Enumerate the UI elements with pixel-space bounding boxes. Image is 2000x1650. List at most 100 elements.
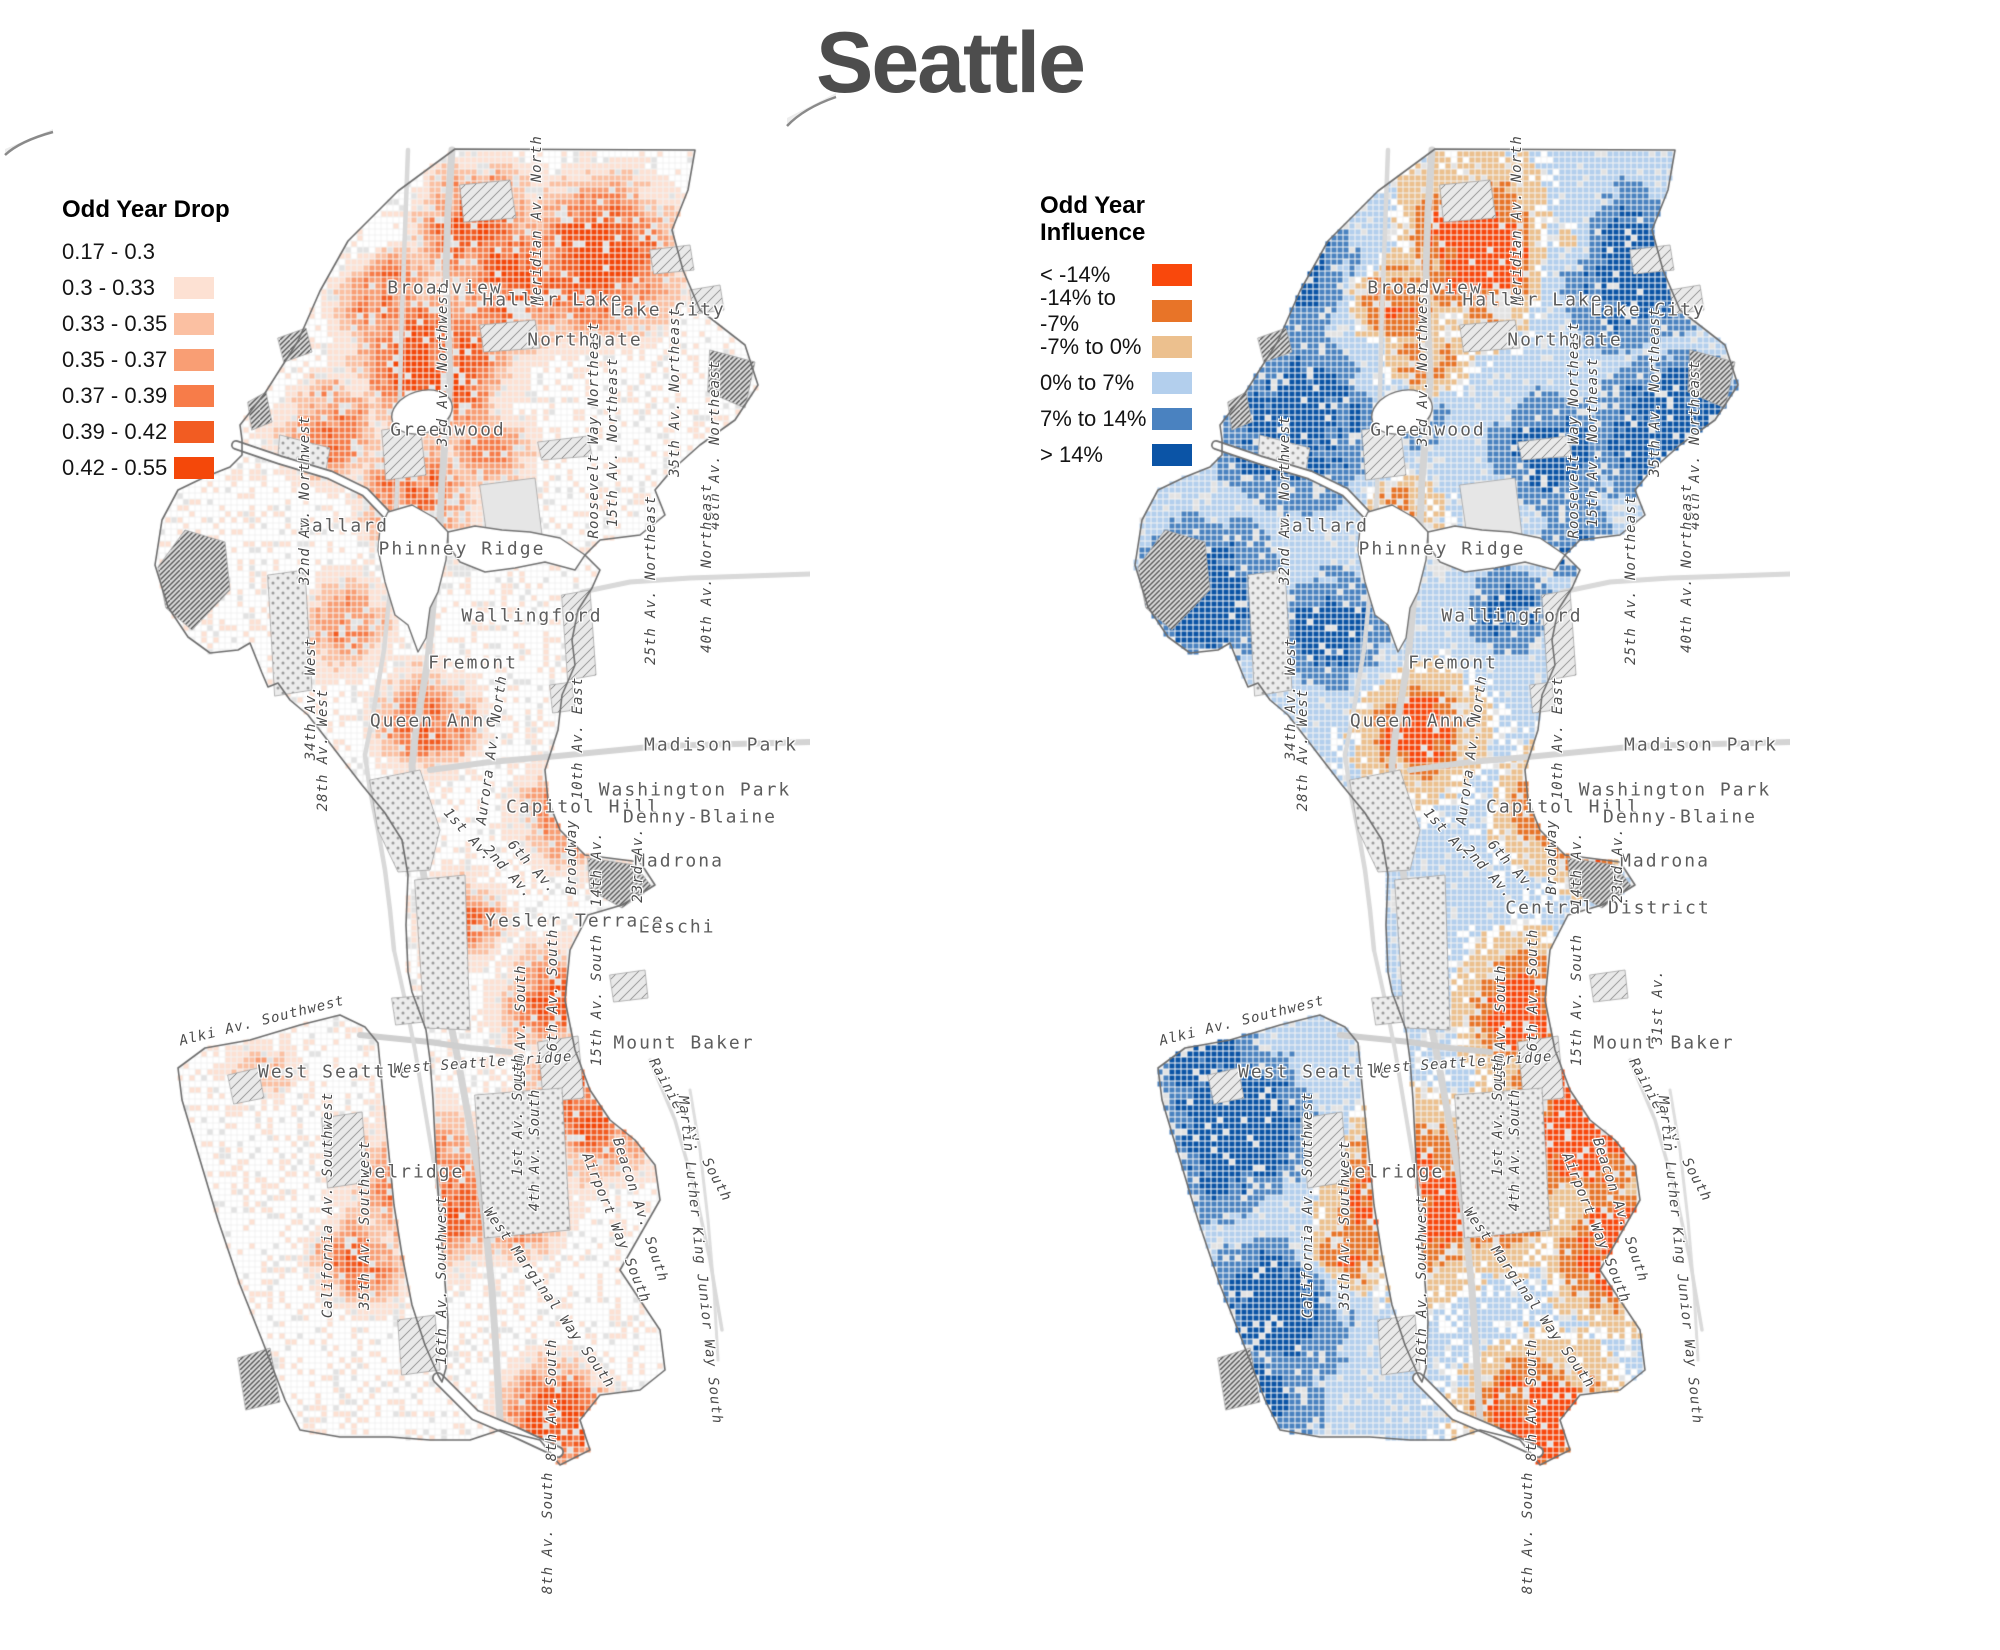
neighborhood-label: Madison Park	[643, 734, 799, 756]
neighborhood-label: Broadview	[387, 277, 503, 299]
legend-item: -7% to 0%	[1040, 329, 1280, 365]
street-label: 1st Av. South	[1490, 1053, 1506, 1177]
legend-item: 0.37 - 0.39	[62, 378, 302, 414]
neighborhood-label: Capitol Hill	[505, 796, 661, 818]
neighborhood-label: Ballard	[1279, 515, 1369, 537]
map-labels-layer: Broadview Haller Lake Lake City Northgate Gr…	[1110, 130, 1790, 1605]
neighborhood-label: Delridge	[1341, 1161, 1445, 1183]
neighborhood-label: Madrona	[634, 850, 724, 872]
street-label: 23rd Av.	[630, 827, 646, 903]
legend-swatch	[174, 241, 214, 263]
choropleth-canvas-odd-year-influence	[1110, 130, 1790, 1605]
legend-title: Odd Year Drop	[62, 196, 230, 223]
neighborhood-label: Denny-Blaine	[622, 806, 778, 828]
map-panel-odd-year-influence: Broadview Haller Lake Lake City Northgate Gr…	[1110, 130, 1790, 1605]
neighborhood-label: Haller Lake	[482, 289, 624, 311]
legend-item: 0.33 - 0.35	[62, 306, 302, 342]
legend-item-label: 7% to 14%	[1040, 406, 1147, 431]
street-label: Alki Av. Southwest	[177, 992, 347, 1050]
legend-item-label: 0.37 - 0.39	[62, 383, 168, 408]
legend-swatch	[1152, 408, 1192, 430]
street-label: 10th Av. East	[1550, 676, 1566, 800]
street-label: 3rd Av. Northwest	[1415, 285, 1431, 447]
legend-item-label: 0.33 - 0.35	[62, 311, 168, 336]
street-label: 16th Av. Southwest	[434, 1195, 450, 1365]
street-label: Beacon Av. South	[609, 1135, 671, 1285]
page-title: Seattle	[815, 15, 1086, 111]
neighborhood-label: West Seattle	[257, 1061, 413, 1083]
legend-swatch	[1152, 264, 1192, 286]
street-label: 14th Av.	[589, 831, 605, 907]
neighborhood-label: Fremont	[428, 652, 518, 674]
neighborhood-label: Greenwood	[390, 419, 506, 441]
legend-item-label: 0.35 - 0.37	[62, 347, 168, 372]
street-label: 1st Av. South	[510, 1053, 526, 1177]
neighborhood-label: Broadview	[1367, 277, 1483, 299]
legend-item: 0.35 - 0.37	[62, 342, 302, 378]
street-label: 6th Av. South	[1525, 928, 1541, 1052]
street-label: California Av. Southwest	[320, 1091, 336, 1319]
street-label: Aurora Av. North	[473, 674, 511, 826]
legend-swatch	[174, 277, 214, 299]
neighborhood-label: Leschi	[638, 916, 716, 938]
legend-item: 0.42 - 0.55	[62, 450, 302, 486]
street-label: 4th Av. South	[527, 1088, 543, 1212]
neighborhood-label: Washington Park	[1578, 779, 1772, 801]
street-label: 15th Av. South	[1569, 933, 1585, 1067]
legend-swatch	[174, 457, 214, 479]
legend-swatch	[1152, 444, 1192, 466]
neighborhood-label: Northgate	[527, 329, 643, 351]
legend-swatch	[174, 313, 214, 335]
legend-item: 0% to 7%	[1040, 365, 1280, 401]
neighborhood-label: Queen Anne	[1349, 710, 1479, 732]
street-label: 25th Av. Northeast	[1623, 495, 1639, 665]
neighborhood-label: Fremont	[1408, 652, 1498, 674]
street-label: 15th Av. South	[589, 933, 605, 1067]
map-panel-odd-year-drop: Broadview Haller Lake Lake City Northgate Gr…	[130, 130, 810, 1605]
legend-swatch	[1152, 300, 1192, 322]
legend-item: -14% to -7%	[1040, 285, 1280, 336]
legend-item-label: 0.42 - 0.55	[62, 455, 168, 480]
street-label: 31st Av.	[1650, 969, 1666, 1045]
street-label: 3rd Av. Northwest	[435, 285, 451, 447]
street-label: 25th Av. Northeast	[643, 495, 659, 665]
neighborhood-label: Lake City	[1590, 299, 1706, 321]
street-label: 14th Av.	[1569, 831, 1585, 907]
legend-swatch	[174, 349, 214, 371]
legend-item-label: < -14%	[1040, 262, 1111, 287]
legend-item-label: -14% to -7%	[1040, 285, 1116, 336]
street-label: 10th Av. East	[570, 676, 586, 800]
street-label: 15th Av. Northeast	[1585, 357, 1601, 527]
map-corner-fragment	[4, 129, 54, 156]
street-label: Broadway	[1544, 819, 1560, 895]
legend-item: 7% to 14%	[1040, 401, 1280, 437]
street-label: Meridian Av. North	[529, 135, 545, 305]
street-label: 35th Av. Northeast	[1647, 307, 1663, 477]
neighborhood-label: Mount Baker	[1593, 1032, 1735, 1054]
neighborhood-label: Greenwood	[1370, 419, 1486, 441]
neighborhood-label: Madison Park	[1623, 734, 1779, 756]
legend-item-label: 0.39 - 0.42	[62, 419, 168, 444]
street-label: 40th Av. Northeast	[1679, 483, 1695, 653]
street-label: Alki Av. Southwest	[1157, 992, 1327, 1050]
neighborhood-label: Washington Park	[598, 779, 792, 801]
legend-item: > 14%	[1040, 437, 1280, 473]
street-label: 8th Av. South	[544, 1338, 560, 1462]
street-label: 28th Av. West	[315, 688, 331, 812]
street-label: 8th Av. South	[1520, 1471, 1536, 1595]
neighborhood-label: Central District	[1505, 897, 1711, 919]
street-label: 15th Av. Northeast	[605, 357, 621, 527]
legend-item-label: 0.17 - 0.3	[62, 239, 155, 264]
street-label: 4th Av. South	[1507, 1088, 1523, 1212]
map-labels-layer: Broadview Haller Lake Lake City Northgate Gr…	[130, 130, 810, 1605]
street-label: 35th Av. Northeast	[667, 307, 683, 477]
legend-odd-year-drop: Odd Year Drop 0.17 - 0.3 0.3 - 0.33 0.33 - …	[62, 196, 302, 486]
neighborhood-label: Lake City	[610, 299, 726, 321]
street-label: 28th Av. West	[1295, 688, 1311, 812]
street-label: 8th Av. South	[1524, 1338, 1540, 1462]
street-label: West Seattle Bridge	[1373, 1048, 1553, 1078]
neighborhood-label: Delridge	[361, 1161, 465, 1183]
neighborhood-label: Mount Baker	[613, 1032, 755, 1054]
neighborhood-label: Denny-Blaine	[1602, 806, 1758, 828]
street-label: West Seattle Bridge	[393, 1048, 573, 1078]
